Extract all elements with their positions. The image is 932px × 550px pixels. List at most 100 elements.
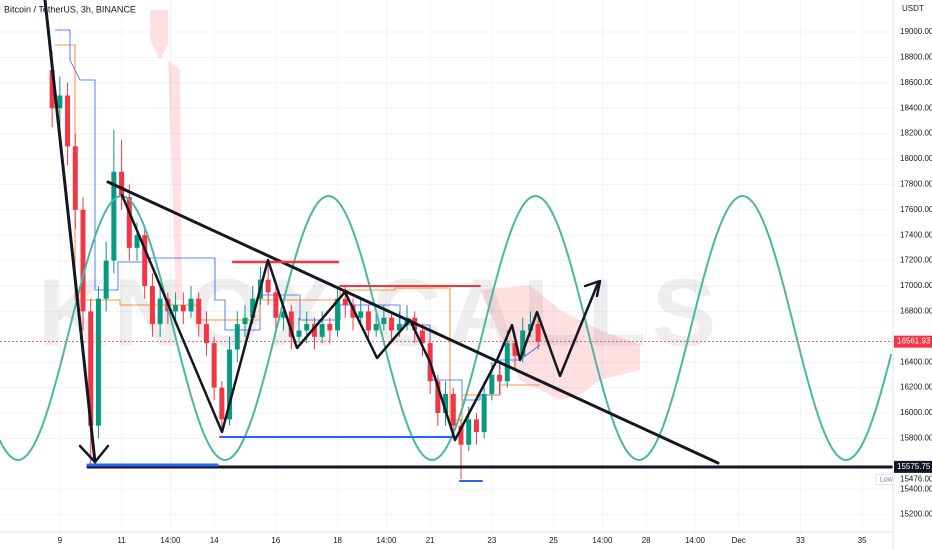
candle-body bbox=[389, 317, 395, 331]
price-axis bbox=[893, 0, 932, 550]
candle-body bbox=[234, 324, 240, 350]
candle-body bbox=[173, 305, 179, 312]
x-tick-label: 25 bbox=[549, 536, 558, 545]
price-label: 16561.93 bbox=[897, 337, 931, 346]
candle-body bbox=[450, 393, 456, 426]
candle-body bbox=[65, 95, 71, 147]
candle-body bbox=[327, 324, 333, 331]
candle-body bbox=[180, 305, 186, 312]
candle-body bbox=[497, 374, 503, 382]
cycle-curve bbox=[0, 195, 892, 461]
y-tick-label: 15800.00 bbox=[900, 434, 932, 443]
trend-line bbox=[43, 0, 97, 464]
x-tick-label: 14:00 bbox=[160, 536, 181, 545]
y-tick-label: 16400.00 bbox=[900, 357, 932, 366]
candle-body bbox=[250, 298, 256, 318]
candle-body bbox=[188, 298, 194, 312]
x-tick-label: 35 bbox=[858, 536, 867, 545]
candle-body bbox=[80, 209, 86, 312]
candle-body bbox=[203, 324, 209, 344]
candle-body bbox=[227, 349, 233, 420]
y-tick-label: 18400.00 bbox=[900, 103, 932, 112]
axis-labels: 19000.00 18800.00 18600.00 18400.00 18200.00… bbox=[58, 27, 932, 545]
y-tick-label: 18200.00 bbox=[900, 129, 932, 138]
candle-body bbox=[512, 343, 518, 356]
x-tick-label: 11 bbox=[117, 536, 126, 545]
arrow-head bbox=[583, 279, 602, 298]
candle-body bbox=[458, 425, 464, 445]
candle-body bbox=[311, 324, 317, 337]
candle-body bbox=[435, 381, 441, 414]
candle-body bbox=[265, 279, 271, 293]
price-label: 15575.75 bbox=[897, 462, 931, 471]
x-tick-label: 9 bbox=[58, 536, 63, 545]
candle-body bbox=[481, 393, 487, 433]
time-axis bbox=[0, 532, 932, 550]
y-tick-label: 16200.00 bbox=[900, 383, 932, 392]
candle-body bbox=[288, 311, 294, 337]
candle-body bbox=[57, 95, 63, 109]
x-tick-label: 16 bbox=[271, 536, 280, 545]
candle-body bbox=[219, 387, 225, 420]
candle-body bbox=[350, 305, 356, 318]
x-tick-label: 14:00 bbox=[376, 536, 397, 545]
candle-body bbox=[49, 70, 55, 109]
x-tick-label: 23 bbox=[487, 536, 496, 545]
y-tick-label: 17400.00 bbox=[900, 230, 932, 239]
x-tick-label: 21 bbox=[426, 536, 435, 545]
candle-body bbox=[304, 324, 310, 331]
candle-body bbox=[365, 311, 371, 331]
candle-body bbox=[396, 324, 402, 331]
y-tick-label: 16800.00 bbox=[900, 307, 932, 316]
drawings bbox=[0, 0, 895, 482]
unit-label: USDT bbox=[902, 4, 924, 13]
candle-body bbox=[358, 311, 364, 318]
zigzag bbox=[120, 193, 600, 442]
candle-body bbox=[504, 343, 510, 382]
candle-body bbox=[149, 286, 155, 325]
x-tick-label: 14 bbox=[210, 536, 219, 545]
x-tick-label: 14:00 bbox=[592, 536, 613, 545]
candle-body bbox=[211, 343, 217, 388]
arrow-head bbox=[78, 444, 110, 464]
x-tick-label: 28 bbox=[642, 536, 651, 545]
watermark: KNOX CALLS bbox=[38, 259, 722, 366]
candle-body bbox=[342, 298, 348, 306]
candle-body bbox=[88, 311, 94, 426]
candle-body bbox=[489, 374, 495, 394]
candle-body bbox=[119, 171, 125, 198]
candle-body bbox=[373, 324, 379, 331]
x-tick-label: 33 bbox=[796, 536, 805, 545]
candle-body bbox=[95, 298, 101, 426]
y-tick-label: 17600.00 bbox=[900, 205, 932, 214]
y-tick-label: 17800.00 bbox=[900, 180, 932, 189]
y-tick-label: 17000.00 bbox=[900, 281, 932, 290]
y-tick-label: 18000.00 bbox=[900, 154, 932, 163]
candle-body bbox=[520, 330, 526, 356]
candle-body bbox=[103, 260, 109, 299]
candle-body bbox=[157, 298, 163, 325]
candle-body bbox=[126, 197, 132, 248]
x-tick-label: 14:00 bbox=[685, 536, 706, 545]
candle-body bbox=[466, 419, 472, 445]
y-tick-label: 19000.00 bbox=[900, 27, 932, 36]
candle-body bbox=[281, 311, 287, 318]
candle-body bbox=[319, 324, 325, 337]
price-label-box bbox=[894, 335, 932, 348]
candle-body bbox=[242, 317, 248, 325]
candle-body bbox=[111, 171, 117, 261]
candle-body bbox=[535, 324, 541, 342]
cloud-area bbox=[150, 10, 168, 60]
y-tick-label: 18800.00 bbox=[900, 53, 932, 62]
candle-body bbox=[296, 330, 302, 337]
cloud-area bbox=[168, 60, 182, 300]
candle-body bbox=[443, 393, 449, 414]
low-name: Low bbox=[880, 476, 894, 483]
x-tick-label: 18 bbox=[333, 536, 342, 545]
candle-body bbox=[419, 330, 425, 344]
candle-body bbox=[72, 146, 78, 210]
candle-body bbox=[134, 235, 140, 248]
y-tick-label: 15200.00 bbox=[900, 510, 932, 519]
price-label-box bbox=[894, 460, 932, 473]
